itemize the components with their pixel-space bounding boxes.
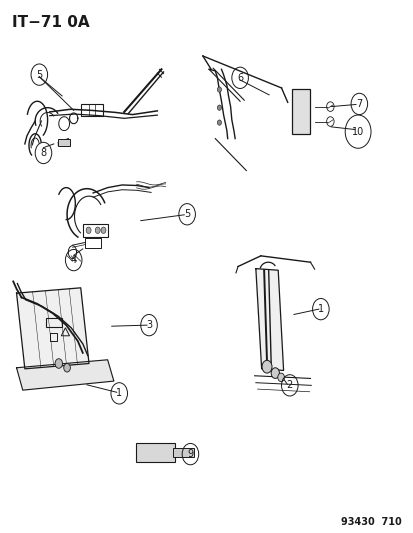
Text: 6: 6 bbox=[237, 73, 242, 83]
Text: 8: 8 bbox=[40, 148, 46, 158]
Circle shape bbox=[55, 359, 62, 368]
Text: 3: 3 bbox=[146, 320, 152, 330]
Polygon shape bbox=[17, 360, 114, 390]
Polygon shape bbox=[255, 269, 283, 370]
Text: 93430  710: 93430 710 bbox=[340, 516, 401, 527]
Text: 5: 5 bbox=[36, 70, 43, 79]
Text: IT−71 0A: IT−71 0A bbox=[12, 15, 90, 30]
Circle shape bbox=[86, 227, 91, 233]
FancyBboxPatch shape bbox=[291, 89, 310, 134]
Circle shape bbox=[271, 368, 279, 378]
FancyBboxPatch shape bbox=[135, 443, 174, 462]
Circle shape bbox=[277, 373, 284, 382]
Text: 7: 7 bbox=[355, 99, 362, 109]
Text: 5: 5 bbox=[183, 209, 190, 219]
Text: 1: 1 bbox=[317, 304, 323, 314]
FancyBboxPatch shape bbox=[173, 448, 194, 457]
Circle shape bbox=[261, 360, 271, 373]
Circle shape bbox=[64, 364, 70, 372]
Text: 9: 9 bbox=[187, 449, 193, 459]
Circle shape bbox=[217, 105, 221, 110]
Text: 10: 10 bbox=[351, 127, 363, 136]
FancyBboxPatch shape bbox=[58, 139, 70, 146]
Text: 2: 2 bbox=[286, 381, 292, 390]
Circle shape bbox=[217, 87, 221, 92]
Circle shape bbox=[101, 227, 106, 233]
Text: 4: 4 bbox=[71, 255, 76, 265]
Text: 1: 1 bbox=[116, 389, 122, 398]
Circle shape bbox=[217, 120, 221, 125]
Circle shape bbox=[95, 227, 100, 233]
Polygon shape bbox=[17, 288, 89, 369]
